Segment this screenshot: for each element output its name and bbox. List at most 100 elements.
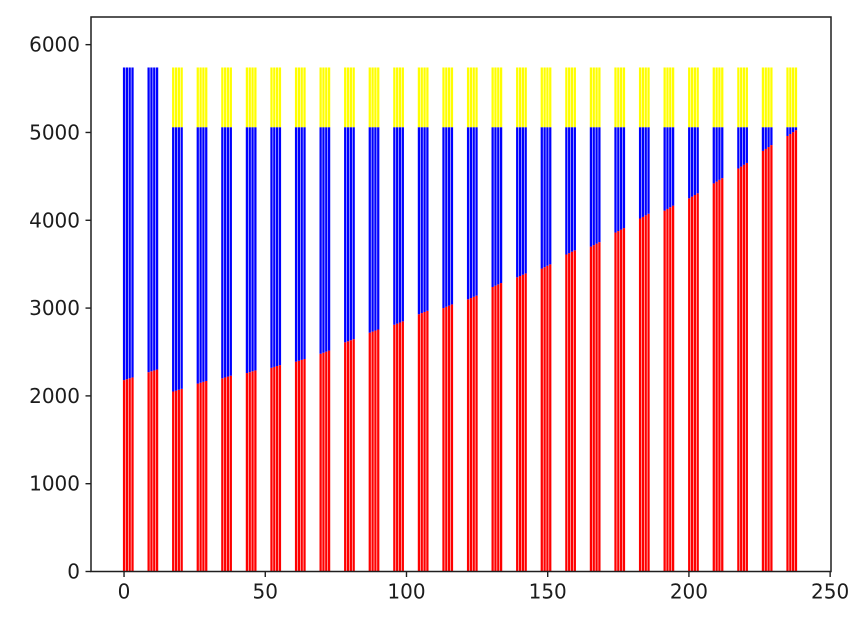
bar-segment-blue [641, 127, 645, 217]
bar-segment-blue [322, 127, 325, 353]
bar-segment-red [546, 265, 549, 572]
x-tick-label: 150 [529, 580, 567, 604]
bar-segment-blue [761, 127, 765, 151]
bar-segment-yellow [589, 67, 593, 128]
bar-segment-red [180, 388, 183, 572]
bar-segment-red [346, 341, 350, 572]
bar-segment-red [740, 166, 743, 572]
x-tick-label: 200 [670, 580, 708, 604]
bar-segment-blue [393, 127, 396, 325]
bar-segment-yellow [521, 67, 524, 128]
bar-segment-blue [417, 127, 421, 315]
bar-segment-blue [524, 127, 527, 274]
bar-segment-blue [401, 127, 404, 322]
bar-segment-red [518, 276, 522, 572]
bar-segment-blue [254, 127, 257, 371]
bar-segment-blue [638, 127, 642, 219]
x-tick-label: 250 [811, 580, 849, 604]
bar-segment-yellow [300, 67, 303, 128]
bar-segment-yellow [745, 67, 748, 128]
bar-segment-yellow [205, 67, 208, 128]
bar-segment-red [494, 285, 497, 572]
bar-segment-blue [346, 127, 350, 342]
bar-segment-blue [521, 127, 524, 275]
bar-segment-yellow [469, 67, 473, 128]
bars-layer [122, 67, 798, 572]
bar-segment-yellow [251, 67, 254, 128]
bar-segment-yellow [742, 67, 746, 128]
bar-segment-red [499, 283, 503, 572]
bar-segment-yellow [524, 67, 527, 128]
bar-segment-red [202, 381, 205, 572]
y-tick-label: 6000 [29, 33, 80, 57]
bar-segment-red [448, 305, 451, 572]
bar-segment-red [131, 377, 134, 572]
bar-segment-blue [426, 127, 429, 311]
bar-segment-yellow [622, 67, 626, 128]
bar-segment-red [671, 205, 675, 572]
bar-segment-blue [786, 127, 789, 136]
bar-segment-blue [570, 127, 574, 252]
bar-segment-red [248, 372, 251, 572]
bar-segment-blue [325, 127, 328, 352]
bar-segment-yellow [494, 67, 497, 128]
bar-segment-red [297, 360, 301, 572]
bar-segment-red [475, 295, 478, 572]
bar-segment-blue [614, 127, 617, 233]
bar-segment-red [469, 298, 473, 572]
bar-segment-red [349, 340, 352, 572]
bar-segment-yellow [319, 67, 322, 128]
bar-segment-yellow [199, 67, 202, 128]
bar-segment-red [177, 389, 180, 572]
bar-segment-blue [273, 127, 276, 367]
bar-segment-yellow [377, 67, 380, 128]
bar-segment-blue [644, 127, 647, 216]
bar-segment-yellow [663, 67, 666, 128]
bar-segment-yellow [445, 67, 448, 128]
bar-segment-red [745, 162, 748, 572]
bar-segment-yellow [712, 67, 715, 128]
bar-segment-red [595, 243, 598, 572]
bar-segment-red [401, 321, 404, 572]
bar-segment-yellow [549, 67, 552, 128]
bar-segment-red [423, 311, 426, 572]
bar-segment-red [718, 179, 721, 572]
bar-segment-yellow [764, 67, 767, 128]
bar-segment-red [368, 332, 371, 572]
bar-segment-red [543, 267, 546, 572]
bar-segment-red [472, 296, 475, 572]
bar-segment-yellow [499, 67, 503, 128]
bar-segment-yellow [671, 67, 675, 128]
bar-segment-red [417, 314, 421, 572]
bar-segment-yellow [786, 67, 789, 128]
bar-segment-red [294, 361, 298, 572]
bar-segment-blue [589, 127, 593, 247]
bar-segment-red [693, 194, 696, 572]
bar-segment-red [344, 342, 347, 572]
y-tick-label: 0 [67, 560, 80, 584]
bar-segment-red [205, 380, 208, 572]
bar-segment-blue [327, 127, 331, 351]
bar-segment-yellow [420, 67, 423, 128]
bar-segment-red [638, 218, 642, 572]
bar-segment-yellow [221, 67, 224, 128]
bar-segment-blue [595, 127, 598, 244]
bar-segment-yellow [322, 67, 325, 128]
bar-segment-blue [153, 67, 156, 371]
bar-segment-blue [128, 67, 131, 379]
bar-segment-blue [371, 127, 374, 332]
bar-segment-yellow [352, 67, 355, 128]
bar-segment-blue [300, 127, 303, 360]
bar-segment-yellow [346, 67, 350, 128]
bar-segment-red [589, 246, 593, 572]
bar-segment-red [450, 304, 454, 572]
bar-segment-blue [349, 127, 352, 341]
bar-segment-yellow [767, 67, 770, 128]
bar-segment-red [690, 196, 694, 572]
bar-segment-yellow [721, 67, 724, 128]
bar-segment-red [221, 378, 224, 572]
bar-segment-blue [344, 127, 347, 343]
bar-segment-blue [226, 127, 230, 377]
bar-segment-blue [396, 127, 399, 324]
bar-segment-red [229, 375, 232, 572]
